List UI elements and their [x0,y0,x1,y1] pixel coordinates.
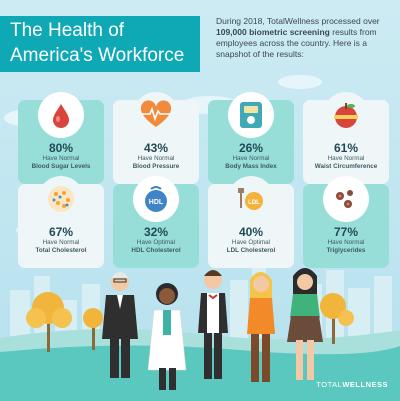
card-bmi: 26% Have Normal Body Mass Index [208,92,294,184]
card-label: HDL Cholesterol [131,247,181,254]
intro-part2: results from employees across the countr… [216,27,377,59]
logo-part1: TOTAL [316,380,343,389]
card-ldl: LDL 40% Have Optimal LDL Cholesterol [208,176,294,268]
apple-tape-icon [323,92,369,138]
card-value: 61% [333,141,359,155]
scale-icon [228,92,274,138]
card-qualifier: Have Normal [327,155,365,162]
card-value: 43% [143,141,169,155]
card-label: Body Mass Index [225,163,277,170]
person-blonde-woman [247,272,275,382]
card-qualifier: Have Normal [327,239,365,246]
person-older-man [102,272,138,378]
card-qualifier: Have Normal [42,155,80,162]
card-qualifier: Have Normal [232,155,270,162]
trees [26,292,354,352]
ldl-icon: LDL [228,176,274,222]
card-value: 32% [143,225,169,239]
card-label: Blood Pressure [132,163,180,170]
intro-text: During 2018, TotalWellness processed ove… [216,16,398,60]
card-qualifier: Have Optimal [136,239,176,246]
logo-part2: WELLNESS [342,380,388,389]
title-banner: The Health of America's Workforce [0,16,200,72]
workforce-illustration [102,268,323,390]
card-blood-pressure: 43% Have Normal Blood Pressure [113,92,199,184]
blood-drop-icon [38,92,84,138]
card-triglycerides: 77% Have Normal Triglycerides [303,176,389,268]
card-qualifier: Have Normal [42,239,80,246]
intro-part1: During 2018, TotalWellness processed ove… [216,16,380,26]
card-value: 67% [48,225,74,239]
svg-text:LDL: LDL [248,200,260,206]
card-label: Blood Sugar Levels [31,163,91,170]
card-hdl: HDL 32% Have Optimal HDL Cholesterol [113,176,199,268]
card-value: 40% [238,225,264,239]
person-dark-hair-woman [287,268,323,380]
page-title-line1: The Health of [10,20,125,41]
card-waist: 61% Have Normal Waist Circumference [303,92,389,184]
person-doctor [147,283,187,390]
intro-bold: 109,000 biometric screening [216,27,330,37]
card-qualifier: Have Normal [137,155,175,162]
triglycerides-icon [323,176,369,222]
card-blood-sugar: 80% Have Normal Blood Sugar Levels [18,92,104,184]
person-server [198,270,228,379]
card-label: Waist Circumference [314,163,378,170]
card-label: Total Cholesterol [35,247,87,254]
card-value: 80% [48,141,74,155]
card-label: Triglycerides [326,247,366,254]
totalwellness-logo: TOTALWELLNESS [316,380,388,389]
cholesterol-cells-icon [38,176,84,222]
svg-text:HDL: HDL [149,199,164,206]
card-total-cholesterol: 67% Have Normal Total Cholesterol [18,176,104,268]
page-title-line2: America's Workforce [10,45,185,66]
card-label: LDL Cholesterol [226,247,276,254]
heart-pulse-icon [133,92,179,138]
card-qualifier: Have Optimal [231,239,271,246]
hdl-icon: HDL [133,176,179,222]
card-value: 77% [333,225,359,239]
card-value: 26% [238,141,264,155]
